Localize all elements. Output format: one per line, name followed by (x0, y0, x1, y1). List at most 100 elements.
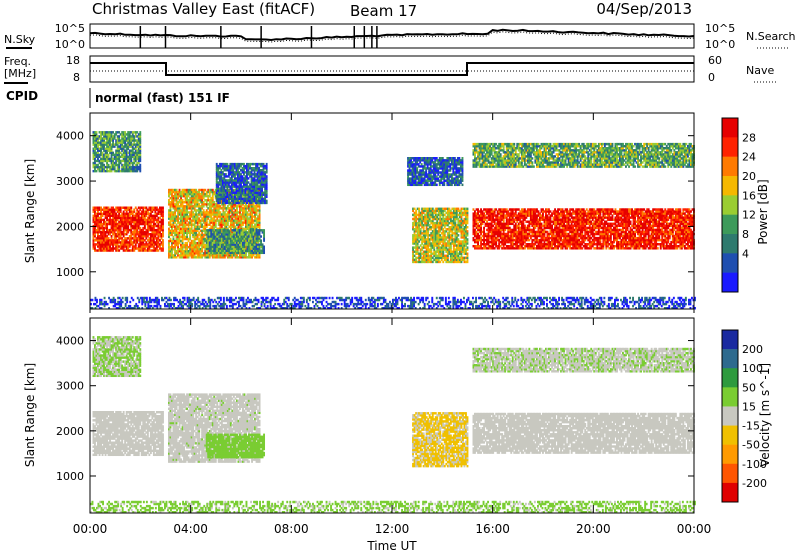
echo-cell (204, 245, 207, 249)
echo-cell (149, 249, 152, 252)
echo-cell (183, 223, 186, 226)
echo-cell (214, 229, 217, 232)
echo-cell (98, 131, 101, 134)
echo-cell (121, 206, 124, 209)
echo-cell (252, 201, 255, 204)
echo-cell (224, 162, 227, 166)
echo-cell (112, 249, 115, 252)
echo-cell (145, 241, 148, 244)
echo-cell (192, 213, 195, 216)
echo-cell (104, 220, 107, 224)
echo-cell (245, 223, 247, 226)
echo-cell (445, 230, 448, 233)
echo-cell (142, 241, 145, 244)
echo-cell (187, 203, 190, 206)
echo-cell (234, 231, 237, 234)
echo-cell (95, 147, 98, 150)
echo-cell (419, 219, 422, 223)
echo-cell (264, 171, 267, 174)
echo-cell (196, 201, 199, 204)
echo-cell (183, 217, 186, 220)
echo-cell (134, 228, 137, 232)
echo-cell (416, 234, 419, 237)
echo-cell (207, 213, 210, 216)
echo-cell (172, 254, 175, 257)
echo-cell (119, 169, 122, 173)
echo-cell (189, 219, 192, 222)
echo-cell (217, 251, 220, 255)
echo-cell (140, 239, 143, 242)
echo-cell (263, 245, 266, 248)
echo-cell (112, 214, 115, 218)
echo-cell (258, 235, 261, 238)
echo-cell (94, 214, 96, 218)
echo-cell (223, 227, 226, 231)
echo-cell (174, 217, 177, 220)
echo-cell (187, 199, 190, 202)
echo-cell (155, 218, 158, 222)
echo-cell (229, 223, 232, 226)
echo-cell (258, 221, 261, 224)
echo-cell (92, 137, 95, 140)
echo-cell (421, 209, 424, 213)
echo-cell (259, 197, 262, 201)
echo-cell (419, 234, 422, 237)
echo-cell (220, 199, 223, 202)
echo-cell (413, 242, 416, 245)
echo-cell (171, 201, 173, 204)
echo-cell (416, 228, 419, 231)
echo-cell (149, 216, 152, 220)
echo-cell (265, 179, 268, 182)
echo-cell (116, 224, 119, 228)
echo-cell (184, 252, 187, 255)
echo-cell (195, 227, 198, 231)
echo-cell (226, 223, 229, 226)
echo-cell (94, 169, 96, 173)
echo-cell (113, 208, 116, 211)
echo-cell (186, 205, 189, 208)
echo-cell (125, 165, 128, 169)
echo-cell (208, 254, 211, 257)
echo-cell (115, 218, 118, 222)
echo-cell (189, 248, 192, 251)
echo-cell (169, 192, 172, 196)
echo-cell (100, 220, 103, 224)
echo-cell (241, 175, 244, 178)
echo-cell (169, 256, 172, 259)
echo-cell (425, 223, 428, 227)
echo-cell (228, 203, 231, 206)
echo-cell (207, 217, 210, 220)
echo-cell (169, 207, 172, 210)
echo-cell (189, 227, 192, 231)
echo-cell (104, 133, 107, 136)
echo-cell (119, 161, 122, 165)
echo-cell (168, 213, 170, 216)
echo-cell (257, 223, 260, 226)
echo-cell (112, 243, 115, 246)
echo-cell (437, 209, 440, 213)
echo-cell (106, 139, 109, 142)
echo-cell (101, 224, 104, 228)
echo-cell (174, 192, 177, 196)
echo-cell (223, 247, 226, 250)
echo-cell (131, 210, 134, 213)
echo-cell (413, 260, 416, 264)
echo-cell (112, 226, 115, 230)
echo-cell (258, 185, 261, 188)
echo-cell (237, 225, 240, 228)
echo-cell (243, 245, 246, 248)
echo-cell (239, 233, 241, 236)
echo-cell (97, 235, 99, 238)
echo-cell (242, 247, 244, 250)
echo-cell (107, 208, 110, 211)
echo-cell (139, 167, 142, 171)
echo-cell (208, 235, 211, 238)
echo-cell (133, 161, 136, 165)
echo-cell (424, 254, 427, 258)
echo-cell (134, 169, 137, 173)
echo-cell (122, 157, 125, 161)
echo-cell (229, 205, 232, 208)
echo-cell (246, 213, 249, 216)
echo-cell (146, 212, 149, 216)
noise-panel: N.Sky 10^5 10^0 10^5 10^0 N.Search (4, 22, 796, 51)
